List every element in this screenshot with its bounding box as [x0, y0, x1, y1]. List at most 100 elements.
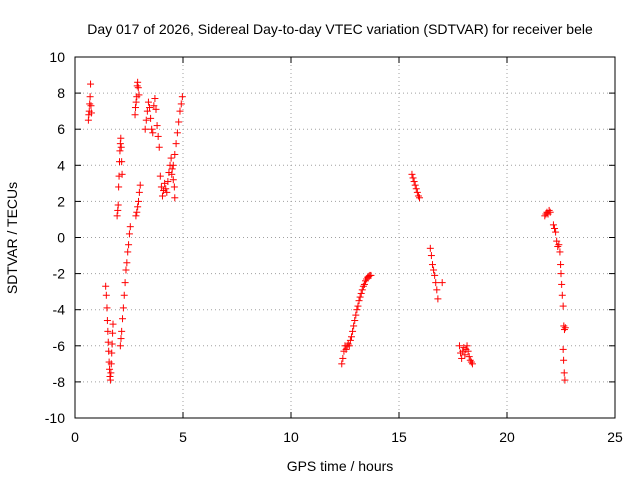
data-point	[431, 271, 439, 279]
data-point	[410, 178, 418, 186]
data-point	[161, 179, 169, 187]
data-point	[118, 327, 126, 335]
data-point	[113, 212, 121, 220]
data-point	[455, 342, 463, 350]
data-point	[356, 293, 364, 301]
data-point	[560, 322, 568, 330]
data-point	[549, 221, 557, 229]
data-point	[119, 315, 127, 323]
data-point	[175, 118, 183, 126]
data-point	[554, 243, 562, 251]
data-point	[136, 181, 144, 189]
data-point	[555, 241, 563, 249]
data-point	[169, 176, 177, 184]
data-point	[546, 208, 554, 216]
data-point	[119, 304, 127, 312]
data-point	[152, 105, 160, 113]
data-point	[116, 147, 124, 155]
y-tick-label: 10	[49, 49, 65, 65]
data-point	[545, 206, 553, 214]
data-point	[124, 248, 132, 256]
data-point	[552, 228, 560, 236]
data-point	[412, 185, 420, 193]
data-point	[134, 203, 142, 211]
data-point	[158, 192, 166, 200]
data-point	[131, 104, 139, 112]
data-point	[409, 174, 417, 182]
data-point	[167, 154, 175, 162]
y-tick-label: -8	[53, 374, 66, 390]
data-point	[154, 132, 162, 140]
y-tick-label: 8	[57, 85, 65, 101]
data-point	[87, 109, 95, 117]
data-point	[177, 100, 185, 108]
data-point	[105, 347, 113, 355]
data-point	[408, 170, 416, 178]
data-point	[339, 354, 347, 362]
x-tick-label: 10	[283, 429, 299, 445]
data-point	[560, 326, 568, 334]
data-point	[156, 172, 164, 180]
data-point	[556, 248, 564, 256]
data-point	[146, 104, 154, 112]
grid-lines	[75, 57, 615, 418]
data-point	[117, 143, 125, 151]
data-point	[558, 291, 566, 299]
data-point	[109, 329, 117, 337]
data-point	[170, 183, 178, 191]
data-point	[116, 342, 124, 350]
data-point	[147, 114, 155, 122]
data-point	[141, 125, 149, 133]
data-point	[109, 320, 117, 328]
data-point	[171, 150, 179, 158]
x-tick-label: 5	[179, 429, 187, 445]
data-point	[102, 282, 110, 290]
x-tick-label: 25	[607, 429, 623, 445]
data-point	[125, 241, 133, 249]
data-point	[133, 208, 141, 216]
x-tick-label: 15	[391, 429, 407, 445]
data-point	[131, 111, 139, 119]
data-point	[430, 266, 438, 274]
data-point	[358, 286, 366, 294]
data-point	[560, 356, 568, 364]
data-point	[87, 80, 95, 88]
data-point	[463, 342, 471, 350]
data-point	[115, 172, 123, 180]
data-point	[557, 261, 565, 269]
data-point	[171, 194, 179, 202]
y-tick-label: -2	[53, 266, 66, 282]
data-point	[168, 170, 176, 178]
data-point	[561, 376, 569, 384]
data-point	[362, 277, 370, 285]
data-point	[155, 143, 163, 151]
y-tick-label: 4	[57, 157, 65, 173]
data-point	[173, 129, 181, 137]
data-point	[135, 197, 143, 205]
data-point	[150, 102, 158, 110]
data-point	[432, 279, 440, 287]
data-point	[344, 340, 352, 348]
data-point	[345, 342, 353, 350]
data-point	[108, 340, 116, 348]
data-point	[461, 351, 469, 359]
data-point	[102, 291, 110, 299]
data-point	[117, 134, 125, 142]
data-point	[108, 349, 116, 357]
data-point	[178, 93, 186, 101]
data-point	[352, 311, 360, 319]
data-point	[118, 158, 126, 166]
data-point	[553, 237, 561, 245]
data-point	[349, 327, 357, 335]
data-point	[433, 286, 441, 294]
data-point	[104, 338, 112, 346]
data-point	[413, 188, 421, 196]
data-point	[357, 289, 365, 297]
data-point	[135, 188, 143, 196]
data-point	[86, 100, 94, 108]
data-point	[558, 280, 566, 288]
data-point	[144, 98, 152, 106]
data-point	[468, 360, 476, 368]
data-point	[169, 161, 177, 169]
data-point	[359, 282, 367, 290]
